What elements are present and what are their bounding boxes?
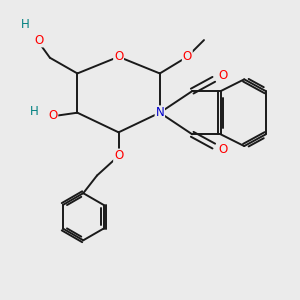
Text: O: O xyxy=(218,69,227,82)
Text: N: N xyxy=(155,106,164,119)
Text: O: O xyxy=(218,143,227,157)
Text: O: O xyxy=(114,149,123,162)
Text: O: O xyxy=(183,50,192,63)
Text: H: H xyxy=(30,105,39,118)
Text: O: O xyxy=(34,34,44,46)
Text: O: O xyxy=(114,50,123,63)
Text: O: O xyxy=(48,109,58,122)
Text: H: H xyxy=(21,18,30,31)
